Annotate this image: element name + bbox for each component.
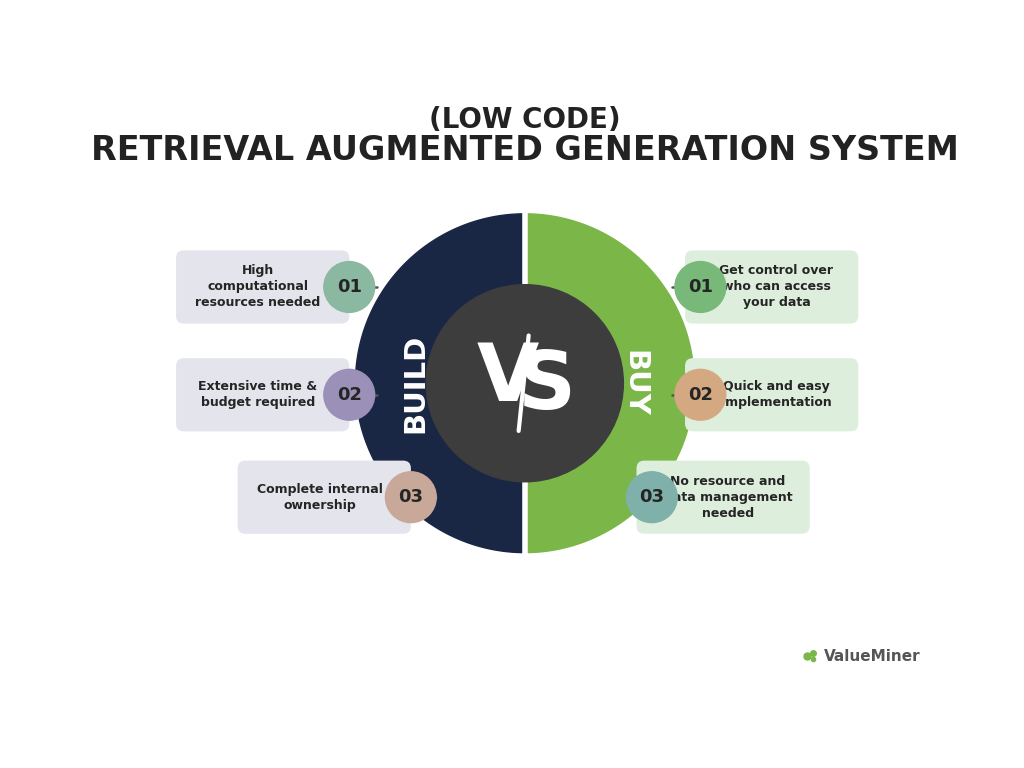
- Circle shape: [627, 472, 677, 522]
- Text: High
computational
resources needed: High computational resources needed: [196, 264, 321, 310]
- Circle shape: [426, 285, 624, 482]
- FancyBboxPatch shape: [176, 358, 349, 432]
- FancyBboxPatch shape: [685, 358, 858, 432]
- Text: BUILD: BUILD: [401, 333, 429, 433]
- Circle shape: [385, 472, 436, 522]
- Text: No resource and
data management
needed: No resource and data management needed: [664, 475, 793, 520]
- Text: Extensive time &
budget required: Extensive time & budget required: [199, 380, 317, 409]
- FancyBboxPatch shape: [685, 250, 858, 323]
- Text: 02: 02: [337, 386, 361, 404]
- Text: 01: 01: [688, 278, 713, 296]
- Text: RETRIEVAL AUGMENTED GENERATION SYSTEM: RETRIEVAL AUGMENTED GENERATION SYSTEM: [91, 134, 958, 167]
- Circle shape: [324, 369, 375, 420]
- Text: (LOW CODE): (LOW CODE): [429, 106, 621, 134]
- Text: Quick and easy
implementation: Quick and easy implementation: [721, 380, 831, 409]
- Polygon shape: [355, 214, 524, 553]
- Text: Get control over
who can access
your data: Get control over who can access your dat…: [720, 264, 834, 310]
- Text: Complete internal
ownership: Complete internal ownership: [257, 482, 383, 511]
- Text: BUY: BUY: [621, 350, 648, 416]
- FancyBboxPatch shape: [176, 250, 349, 323]
- Text: 03: 03: [639, 488, 665, 506]
- FancyBboxPatch shape: [637, 461, 810, 534]
- Text: 03: 03: [398, 488, 423, 506]
- Text: S: S: [517, 348, 575, 426]
- Text: 02: 02: [688, 386, 713, 404]
- Circle shape: [324, 262, 375, 313]
- Polygon shape: [524, 214, 694, 553]
- Text: 01: 01: [337, 278, 361, 296]
- FancyBboxPatch shape: [238, 461, 411, 534]
- Circle shape: [675, 369, 726, 420]
- Text: V: V: [477, 340, 539, 419]
- Text: ValueMiner: ValueMiner: [823, 649, 921, 664]
- Circle shape: [675, 262, 726, 313]
